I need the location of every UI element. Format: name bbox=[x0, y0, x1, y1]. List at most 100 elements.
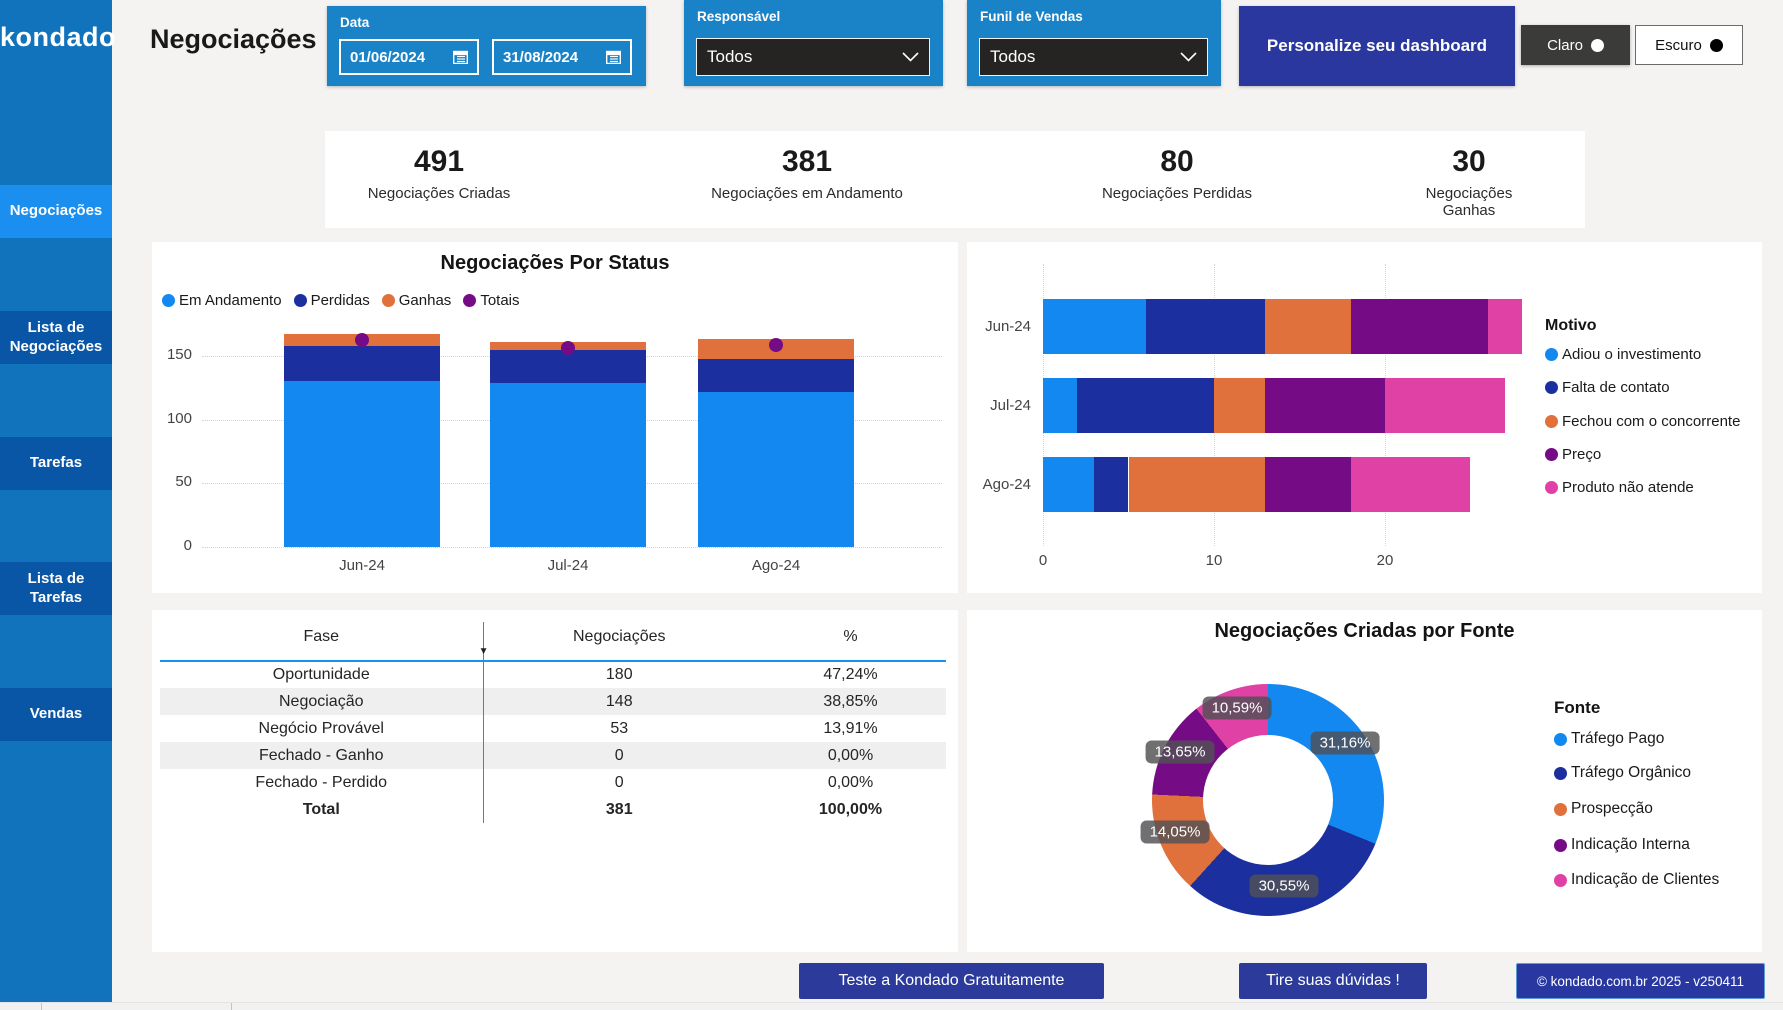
bar-segment-perdidas[interactable] bbox=[698, 358, 854, 392]
bar-segment-falta-de-contato[interactable] bbox=[1145, 299, 1266, 354]
bar-segment-falta-de-contato[interactable] bbox=[1094, 457, 1129, 512]
bar-segment-em-andamento[interactable] bbox=[284, 381, 440, 547]
legend-item-produto-nao-atende[interactable]: Produto não atende bbox=[1545, 479, 1694, 496]
copyright-version-button[interactable]: © kondado.com.br 2025 - v250411 bbox=[1516, 963, 1765, 999]
bar-segment-fechou-com-o-concorrente[interactable] bbox=[1214, 378, 1266, 433]
legend-dot bbox=[1545, 415, 1558, 428]
legend-item-prospeccao[interactable]: Prospecção bbox=[1554, 800, 1653, 818]
bar-segment-produto-nao-atende[interactable] bbox=[1350, 457, 1471, 512]
legend-item-preco[interactable]: Preço bbox=[1545, 446, 1601, 463]
column-header-negociacoes[interactable]: Negociações bbox=[482, 622, 755, 662]
bar-segment-produto-nao-atende[interactable] bbox=[1487, 299, 1522, 354]
table-row[interactable]: Fechado - Perdido 0 0,00% bbox=[160, 769, 946, 796]
date-end-value: 31/08/2024 bbox=[503, 48, 579, 66]
fonte-chart-title: Negociações Criadas por Fonte bbox=[1214, 620, 1515, 642]
kpi-value: 491 bbox=[413, 145, 465, 178]
legend-item-adiou-o-investimento[interactable]: Adiou o investimento bbox=[1545, 346, 1701, 363]
donut-label-trafego-organico: 30,55% bbox=[1249, 874, 1319, 898]
legend-item-trafego-organico[interactable]: Tráfego Orgânico bbox=[1554, 764, 1691, 782]
questions-button[interactable]: Tire suas dúvidas ! bbox=[1239, 963, 1427, 999]
bar-segment-preco[interactable] bbox=[1265, 378, 1385, 433]
sidebar-item-vendas[interactable]: Vendas bbox=[0, 688, 112, 741]
totais-dot[interactable] bbox=[561, 340, 575, 355]
bar-segment-perdidas[interactable] bbox=[490, 349, 646, 383]
dark-circle-icon bbox=[1709, 38, 1723, 52]
legend-item-falta-de-contato[interactable]: Falta de contato bbox=[1545, 379, 1670, 396]
date-end-input[interactable]: 31/08/2024 bbox=[492, 39, 632, 75]
funnel-dropdown-value: Todos bbox=[990, 47, 1036, 66]
legend-item-totais[interactable]: Totais bbox=[463, 292, 520, 309]
legend-item-indicacao-de-clientes[interactable]: Indicação de Clientes bbox=[1554, 871, 1719, 889]
legend-item-perdidas[interactable]: Perdidas bbox=[293, 292, 370, 309]
gridline bbox=[202, 547, 942, 548]
legend-dot bbox=[162, 294, 175, 307]
bar-segment-preco[interactable] bbox=[1350, 299, 1488, 354]
bar-segment-adiou-o-investimento[interactable] bbox=[1043, 299, 1146, 354]
theme-light-button[interactable]: Claro bbox=[1521, 25, 1630, 65]
responsible-dropdown[interactable]: Todos bbox=[696, 38, 930, 76]
chevron-down-icon bbox=[1180, 52, 1197, 62]
x-axis-label: Jul-24 bbox=[547, 557, 589, 574]
bar-segment-preco[interactable] bbox=[1265, 457, 1351, 512]
column-header-fase[interactable]: Fase ▼ bbox=[160, 622, 489, 662]
x-axis-label: 20 bbox=[1376, 552, 1394, 569]
funnel-slicer-label: Funil de Vendas bbox=[980, 9, 1083, 24]
legend-dot bbox=[1554, 802, 1567, 816]
bar-segment-perdidas[interactable] bbox=[284, 345, 440, 382]
status-chart-card: Negociações Por Status Em Andamento Perdi… bbox=[152, 242, 958, 593]
table-row[interactable]: Oportunidade 180 47,24% bbox=[160, 661, 946, 688]
y-axis-label: 150 bbox=[166, 346, 192, 363]
x-axis-label: Ago-24 bbox=[751, 557, 801, 574]
bar-segment-produto-nao-atende[interactable] bbox=[1385, 378, 1505, 433]
kpi-label: Negociações Criadas bbox=[367, 185, 511, 202]
scrollbar-tick bbox=[231, 1003, 232, 1010]
bar-segment-adiou-o-investimento[interactable] bbox=[1043, 457, 1095, 512]
motivo-legend-title: Motivo bbox=[1545, 317, 1597, 334]
sidebar-item-negociacoes[interactable]: Negociações bbox=[0, 185, 112, 238]
bar-segment-em-andamento[interactable] bbox=[490, 382, 646, 547]
responsible-slicer-label: Responsável bbox=[697, 9, 781, 24]
fase-table-card: Fase ▼ Negociações% Oportunidade 180 47,24% Ne… bbox=[152, 610, 958, 952]
funnel-dropdown[interactable]: Todos bbox=[979, 38, 1208, 76]
sidebar-item-lista-de-negociacoes[interactable]: Lista de Negociações bbox=[0, 311, 112, 364]
bar-segment-falta-de-contato[interactable] bbox=[1077, 378, 1214, 433]
bar-segment-em-andamento[interactable] bbox=[698, 391, 854, 547]
table-row[interactable]: Negociação 148 38,85% bbox=[160, 688, 946, 715]
responsible-dropdown-value: Todos bbox=[707, 47, 753, 66]
legend-dot bbox=[1554, 766, 1567, 780]
date-start-input[interactable]: 01/06/2024 bbox=[339, 39, 479, 75]
calendar-icon bbox=[453, 50, 468, 64]
table-row[interactable]: Fechado - Ganho 0 0,00% bbox=[160, 742, 946, 769]
date-slicer: Data 01/06/2024 31/08/2024 bbox=[327, 6, 646, 86]
status-legend: Em Andamento Perdidas Ganhas Totais bbox=[162, 292, 520, 309]
bar-segment-fechou-com-o-concorrente[interactable] bbox=[1128, 457, 1266, 512]
totais-dot[interactable] bbox=[355, 333, 369, 348]
donut-label-prospeccao: 14,05% bbox=[1140, 820, 1210, 844]
scrollbar-tick bbox=[41, 1003, 42, 1010]
personalize-dashboard-button[interactable]: Personalize seu dashboard bbox=[1239, 6, 1515, 86]
theme-dark-button[interactable]: Escuro bbox=[1635, 25, 1743, 65]
try-kondado-button[interactable]: Teste a Kondado Gratuitamente bbox=[799, 963, 1104, 999]
fonte-legend-title: Fonte bbox=[1554, 698, 1601, 717]
legend-item-indicacao-interna[interactable]: Indicação Interna bbox=[1554, 836, 1690, 854]
bar-segment-fechou-com-o-concorrente[interactable] bbox=[1265, 299, 1351, 354]
legend-item-trafego-pago[interactable]: Tráfego Pago bbox=[1554, 730, 1664, 748]
sidebar-item-lista-de-tarefas[interactable]: Lista de Tarefas bbox=[0, 562, 112, 615]
totais-dot[interactable] bbox=[769, 338, 783, 353]
legend-item-fechou-com-o-concorrente[interactable]: Fechou com o concorrente bbox=[1545, 413, 1740, 430]
legend-dot bbox=[1545, 381, 1558, 394]
donut-hole bbox=[1203, 735, 1333, 865]
legend-item-em-andamento[interactable]: Em Andamento bbox=[162, 292, 282, 309]
sidebar-item-tarefas[interactable]: Tarefas bbox=[0, 437, 112, 490]
legend-dot bbox=[1554, 732, 1567, 746]
horizontal-scrollbar[interactable] bbox=[0, 1002, 1783, 1010]
status-chart-title: Negociações Por Status bbox=[440, 252, 670, 274]
light-circle-icon bbox=[1590, 38, 1604, 52]
column-header-[interactable]: % bbox=[755, 622, 946, 662]
bar-segment-adiou-o-investimento[interactable] bbox=[1043, 378, 1078, 433]
funnel-slicer: Funil de Vendas Todos bbox=[967, 0, 1221, 86]
legend-item-ganhas[interactable]: Ganhas bbox=[381, 292, 451, 309]
motivo-legend: Motivo Adiou o investimento Falta de conta… bbox=[1545, 242, 1762, 593]
table-row[interactable]: Negócio Provável 53 13,91% bbox=[160, 715, 946, 742]
